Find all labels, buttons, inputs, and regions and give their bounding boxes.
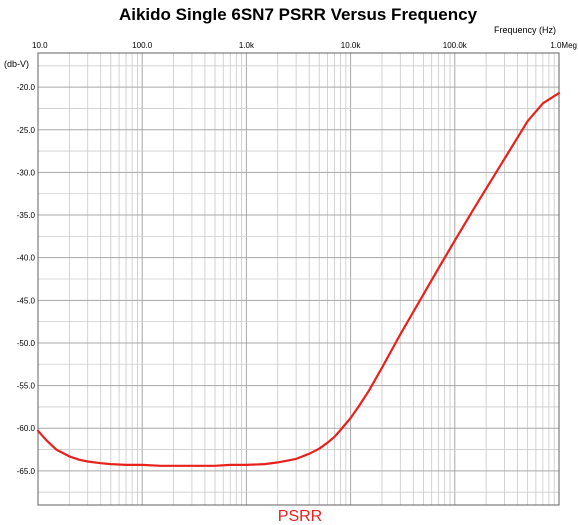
legend-psrr: PSRR	[278, 508, 322, 525]
series-group	[36, 91, 561, 467]
x-tick-label: 1.0Meg	[550, 41, 577, 50]
y-tick-label: -55.0	[17, 382, 36, 391]
plot-frame	[37, 52, 560, 506]
y-tick-label: -50.0	[17, 339, 36, 348]
y-tick-label: -30.0	[17, 168, 36, 177]
y-axis-ticks: -20.0 -25.0 -30.0 -35.0 -40.0 -45.0 -50.0 -55.0…	[17, 83, 36, 476]
x-tick-label: 10.0	[32, 41, 48, 50]
y-tick-label: -45.0	[17, 296, 36, 305]
y-axis-label: (db-V)	[4, 59, 29, 69]
x-tick-label: 1.0k	[239, 41, 255, 50]
y-tick-label: -35.0	[17, 211, 36, 220]
x-tick-label: 100.0	[132, 41, 153, 50]
y-tick-label: -60.0	[17, 424, 36, 433]
y-tick-label: -65.0	[17, 467, 36, 476]
y-tick-label: -20.0	[17, 83, 36, 92]
x-tick-label: 100.0k	[443, 41, 468, 50]
x-axis-ticks: 10.0 100.0 1.0k 10.0k 100.0k 1.0Meg	[32, 41, 577, 50]
y-tick-label: -40.0	[17, 254, 36, 263]
grid	[37, 53, 560, 505]
chart-title: Aikido Single 6SN7 PSRR Versus Frequency	[119, 5, 478, 24]
x-tick-label: 10.0k	[341, 41, 362, 50]
x-axis-label: Frequency (Hz)	[494, 25, 556, 35]
y-tick-label: -25.0	[17, 126, 36, 135]
series-line-psrr	[36, 91, 561, 467]
